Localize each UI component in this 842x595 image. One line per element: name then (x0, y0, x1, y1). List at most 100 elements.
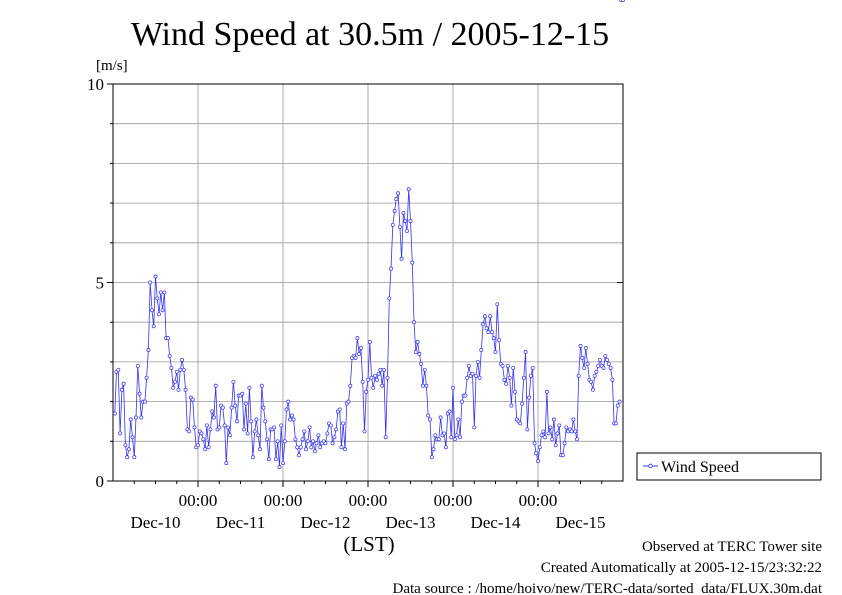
data-point (454, 433, 459, 438)
data-point (504, 381, 509, 386)
data-point (201, 437, 206, 442)
data-point (378, 367, 383, 372)
data-point (199, 431, 204, 436)
data-point (608, 365, 613, 370)
data-point (174, 369, 179, 374)
created-note: Created Automatically at 2005-12-15/23:3… (541, 560, 822, 576)
data-point (497, 338, 501, 343)
data-point (288, 417, 293, 422)
data-point (318, 445, 323, 450)
data-point (332, 435, 337, 440)
data-point (397, 224, 402, 229)
data-point (481, 322, 486, 327)
data-point (520, 401, 525, 406)
data-point (231, 379, 236, 384)
data-point (242, 427, 246, 432)
data-point (406, 187, 411, 192)
data-point (550, 437, 555, 442)
data-point (233, 403, 238, 408)
data-point (169, 365, 174, 370)
data-point (401, 211, 406, 215)
data-point (585, 361, 590, 366)
data-point (357, 352, 362, 356)
data-point (137, 391, 142, 396)
x-day-label: Dec-12 (300, 513, 350, 532)
data-point (472, 425, 477, 430)
data-point (509, 403, 514, 408)
data-point (204, 423, 209, 428)
data-point (562, 441, 567, 446)
data-point (254, 417, 259, 422)
data-point (286, 399, 291, 404)
data-point (557, 423, 562, 428)
data-point (408, 219, 413, 223)
data-point (366, 377, 370, 382)
data-point (452, 437, 457, 442)
x-day-label: Dec-13 (385, 513, 435, 532)
data-point (146, 348, 151, 352)
x-tick-time-label: 00:00 (434, 491, 473, 510)
data-point (210, 409, 215, 414)
y-tick-label: 0 (96, 472, 105, 491)
data-point (436, 437, 441, 442)
data-point (530, 365, 535, 370)
data-point (192, 425, 197, 430)
data-point (153, 274, 158, 279)
data-point (495, 302, 500, 307)
data-point (583, 346, 588, 350)
data-point (273, 457, 278, 462)
data-point (422, 367, 427, 372)
data-point (162, 290, 167, 295)
data-point (580, 355, 585, 360)
data-point (371, 385, 376, 390)
data-point (576, 373, 581, 378)
data-point (121, 381, 126, 386)
data-point (176, 387, 181, 392)
data-point (311, 439, 316, 444)
data-point (615, 403, 620, 408)
data-point (250, 455, 255, 460)
data-point (490, 330, 494, 335)
legend: Wind Speed (636, 452, 822, 481)
x-axis-ticks: 00:00 00:00 00:00 00:00 00:00 Dec-10 Dec-11 Dec… (130, 481, 606, 532)
data-point (167, 353, 172, 358)
data-point (534, 451, 539, 456)
data-point (151, 324, 156, 329)
data-point (417, 352, 422, 356)
data-point (128, 417, 133, 422)
legend-entry-wind-speed: Wind Speed (661, 459, 739, 476)
data-point (213, 383, 218, 388)
data-point (513, 389, 517, 394)
data-point (258, 447, 262, 452)
data-point (426, 413, 431, 418)
data-point (112, 411, 117, 416)
data-point (532, 441, 537, 446)
data-point (459, 399, 464, 404)
x-day-label: Dec-15 (555, 513, 605, 532)
data-point (601, 365, 606, 370)
x-axis-label: (LST) (343, 532, 394, 556)
data-point (536, 459, 540, 464)
data-point (465, 375, 470, 380)
data-point (135, 363, 140, 368)
data-point (279, 423, 284, 428)
data-point (187, 429, 192, 434)
data-point (433, 433, 438, 438)
data-point (555, 431, 560, 436)
data-point (229, 405, 234, 410)
y-tick-label: 10 (87, 75, 104, 94)
data-point (590, 387, 595, 392)
data-point (343, 447, 347, 452)
data-point (298, 445, 303, 450)
data-point (470, 371, 475, 376)
data-point (256, 433, 261, 438)
data-point (606, 361, 611, 366)
data-point (211, 415, 216, 420)
data-point (150, 308, 154, 313)
data-point (325, 431, 330, 436)
grid-lines (113, 84, 623, 481)
data-point (543, 435, 548, 440)
data-point (415, 340, 420, 345)
data-point (364, 389, 369, 394)
y-axis-ticks: 0 5 10 (87, 75, 623, 491)
